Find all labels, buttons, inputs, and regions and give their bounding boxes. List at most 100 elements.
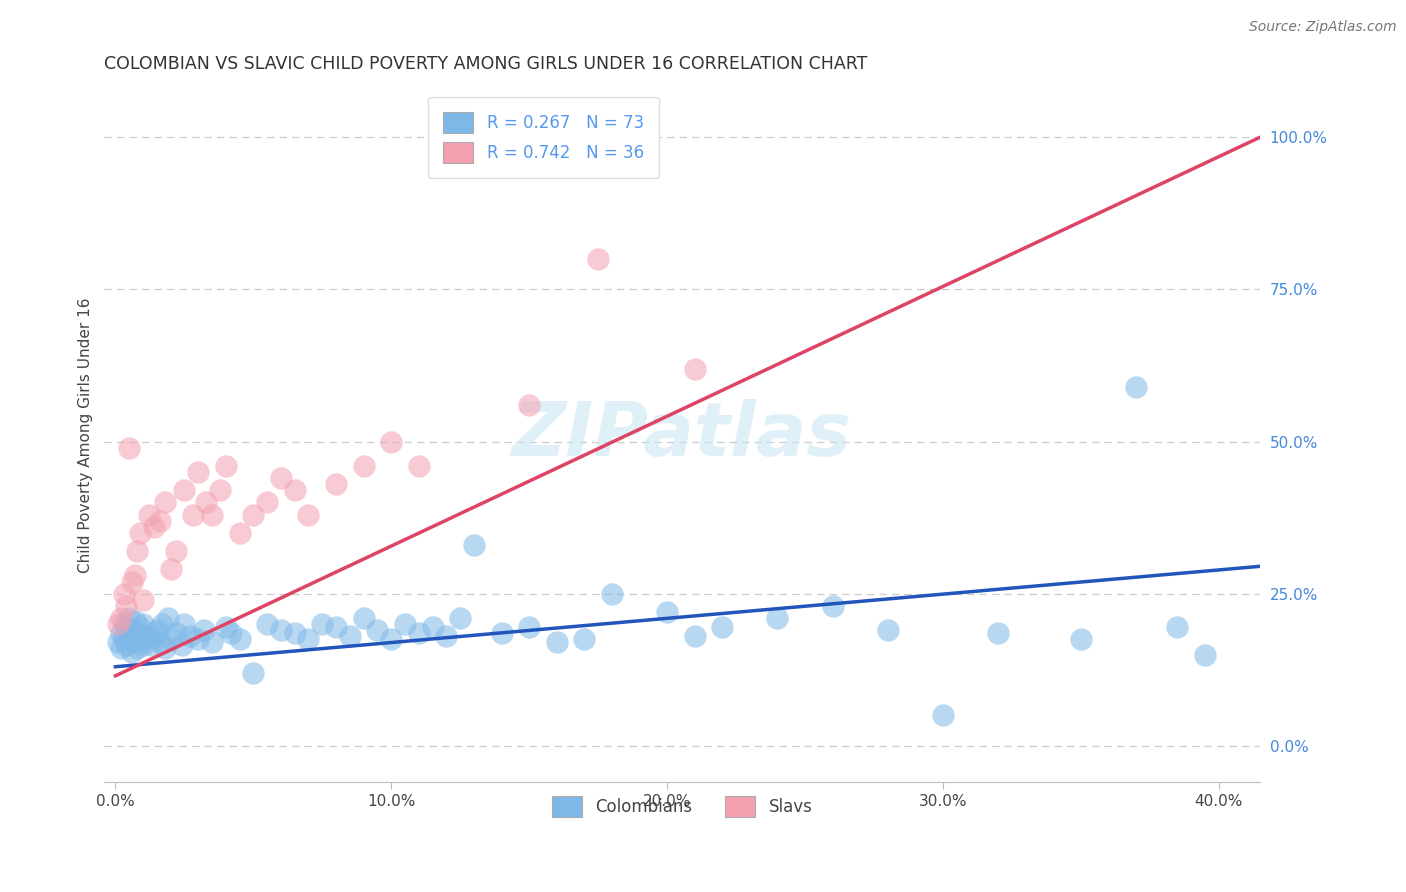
Point: [574, 632, 596, 647]
Point: [297, 632, 319, 647]
Point: [201, 508, 224, 522]
Point: [132, 639, 155, 653]
Point: [148, 514, 170, 528]
Point: [129, 632, 152, 647]
Point: [153, 641, 176, 656]
Point: [821, 599, 844, 613]
Point: [408, 626, 430, 640]
Point: [118, 629, 141, 643]
Legend: Colombians, Slavs: Colombians, Slavs: [546, 789, 820, 824]
Point: [195, 495, 218, 509]
Point: [517, 398, 540, 412]
Point: [159, 562, 181, 576]
Point: [107, 635, 129, 649]
Point: [127, 641, 149, 656]
Point: [932, 708, 955, 723]
Point: [1194, 648, 1216, 662]
Point: [127, 626, 149, 640]
Point: [297, 508, 319, 522]
Point: [124, 635, 146, 649]
Point: [179, 629, 201, 643]
Point: [422, 620, 444, 634]
Point: [434, 629, 457, 643]
Point: [193, 624, 215, 638]
Point: [156, 611, 179, 625]
Point: [138, 632, 160, 647]
Point: [165, 544, 187, 558]
Point: [110, 626, 132, 640]
Point: [876, 624, 898, 638]
Point: [110, 641, 132, 656]
Point: [138, 508, 160, 522]
Text: COLOMBIAN VS SLAVIC CHILD POVERTY AMONG GIRLS UNDER 16 CORRELATION CHART: COLOMBIAN VS SLAVIC CHILD POVERTY AMONG …: [104, 55, 868, 73]
Point: [215, 458, 238, 473]
Point: [107, 617, 129, 632]
Point: [209, 483, 232, 498]
Y-axis label: Child Poverty Among Girls Under 16: Child Poverty Among Girls Under 16: [79, 298, 93, 574]
Point: [491, 626, 513, 640]
Point: [132, 617, 155, 632]
Point: [129, 620, 152, 634]
Point: [127, 544, 149, 558]
Point: [270, 624, 292, 638]
Point: [121, 574, 143, 589]
Point: [187, 465, 209, 479]
Point: [124, 614, 146, 628]
Point: [600, 587, 623, 601]
Point: [325, 477, 347, 491]
Point: [146, 624, 169, 638]
Point: [228, 525, 250, 540]
Point: [766, 611, 789, 625]
Point: [201, 635, 224, 649]
Point: [449, 611, 471, 625]
Point: [165, 626, 187, 640]
Point: [311, 617, 333, 632]
Point: [987, 626, 1010, 640]
Point: [112, 587, 135, 601]
Point: [153, 495, 176, 509]
Point: [187, 632, 209, 647]
Point: [256, 495, 278, 509]
Point: [118, 441, 141, 455]
Point: [463, 538, 485, 552]
Point: [242, 665, 264, 680]
Text: ZIPatlas: ZIPatlas: [512, 399, 852, 472]
Point: [148, 635, 170, 649]
Point: [353, 458, 375, 473]
Point: [394, 617, 416, 632]
Point: [159, 632, 181, 647]
Text: Source: ZipAtlas.com: Source: ZipAtlas.com: [1249, 20, 1396, 34]
Point: [228, 632, 250, 647]
Point: [380, 632, 402, 647]
Point: [215, 620, 238, 634]
Point: [711, 620, 734, 634]
Point: [181, 508, 204, 522]
Point: [115, 620, 138, 634]
Point: [546, 635, 568, 649]
Point: [124, 568, 146, 582]
Point: [150, 617, 173, 632]
Point: [517, 620, 540, 634]
Point: [284, 626, 307, 640]
Point: [339, 629, 361, 643]
Point: [284, 483, 307, 498]
Point: [112, 632, 135, 647]
Point: [408, 458, 430, 473]
Point: [683, 629, 706, 643]
Point: [683, 361, 706, 376]
Point: [141, 639, 163, 653]
Point: [135, 629, 157, 643]
Point: [170, 639, 193, 653]
Point: [366, 624, 388, 638]
Point: [1070, 632, 1092, 647]
Point: [256, 617, 278, 632]
Point: [219, 626, 242, 640]
Point: [115, 599, 138, 613]
Point: [242, 508, 264, 522]
Point: [143, 626, 166, 640]
Point: [1166, 620, 1188, 634]
Point: [173, 483, 195, 498]
Point: [173, 617, 195, 632]
Point: [112, 617, 135, 632]
Point: [270, 471, 292, 485]
